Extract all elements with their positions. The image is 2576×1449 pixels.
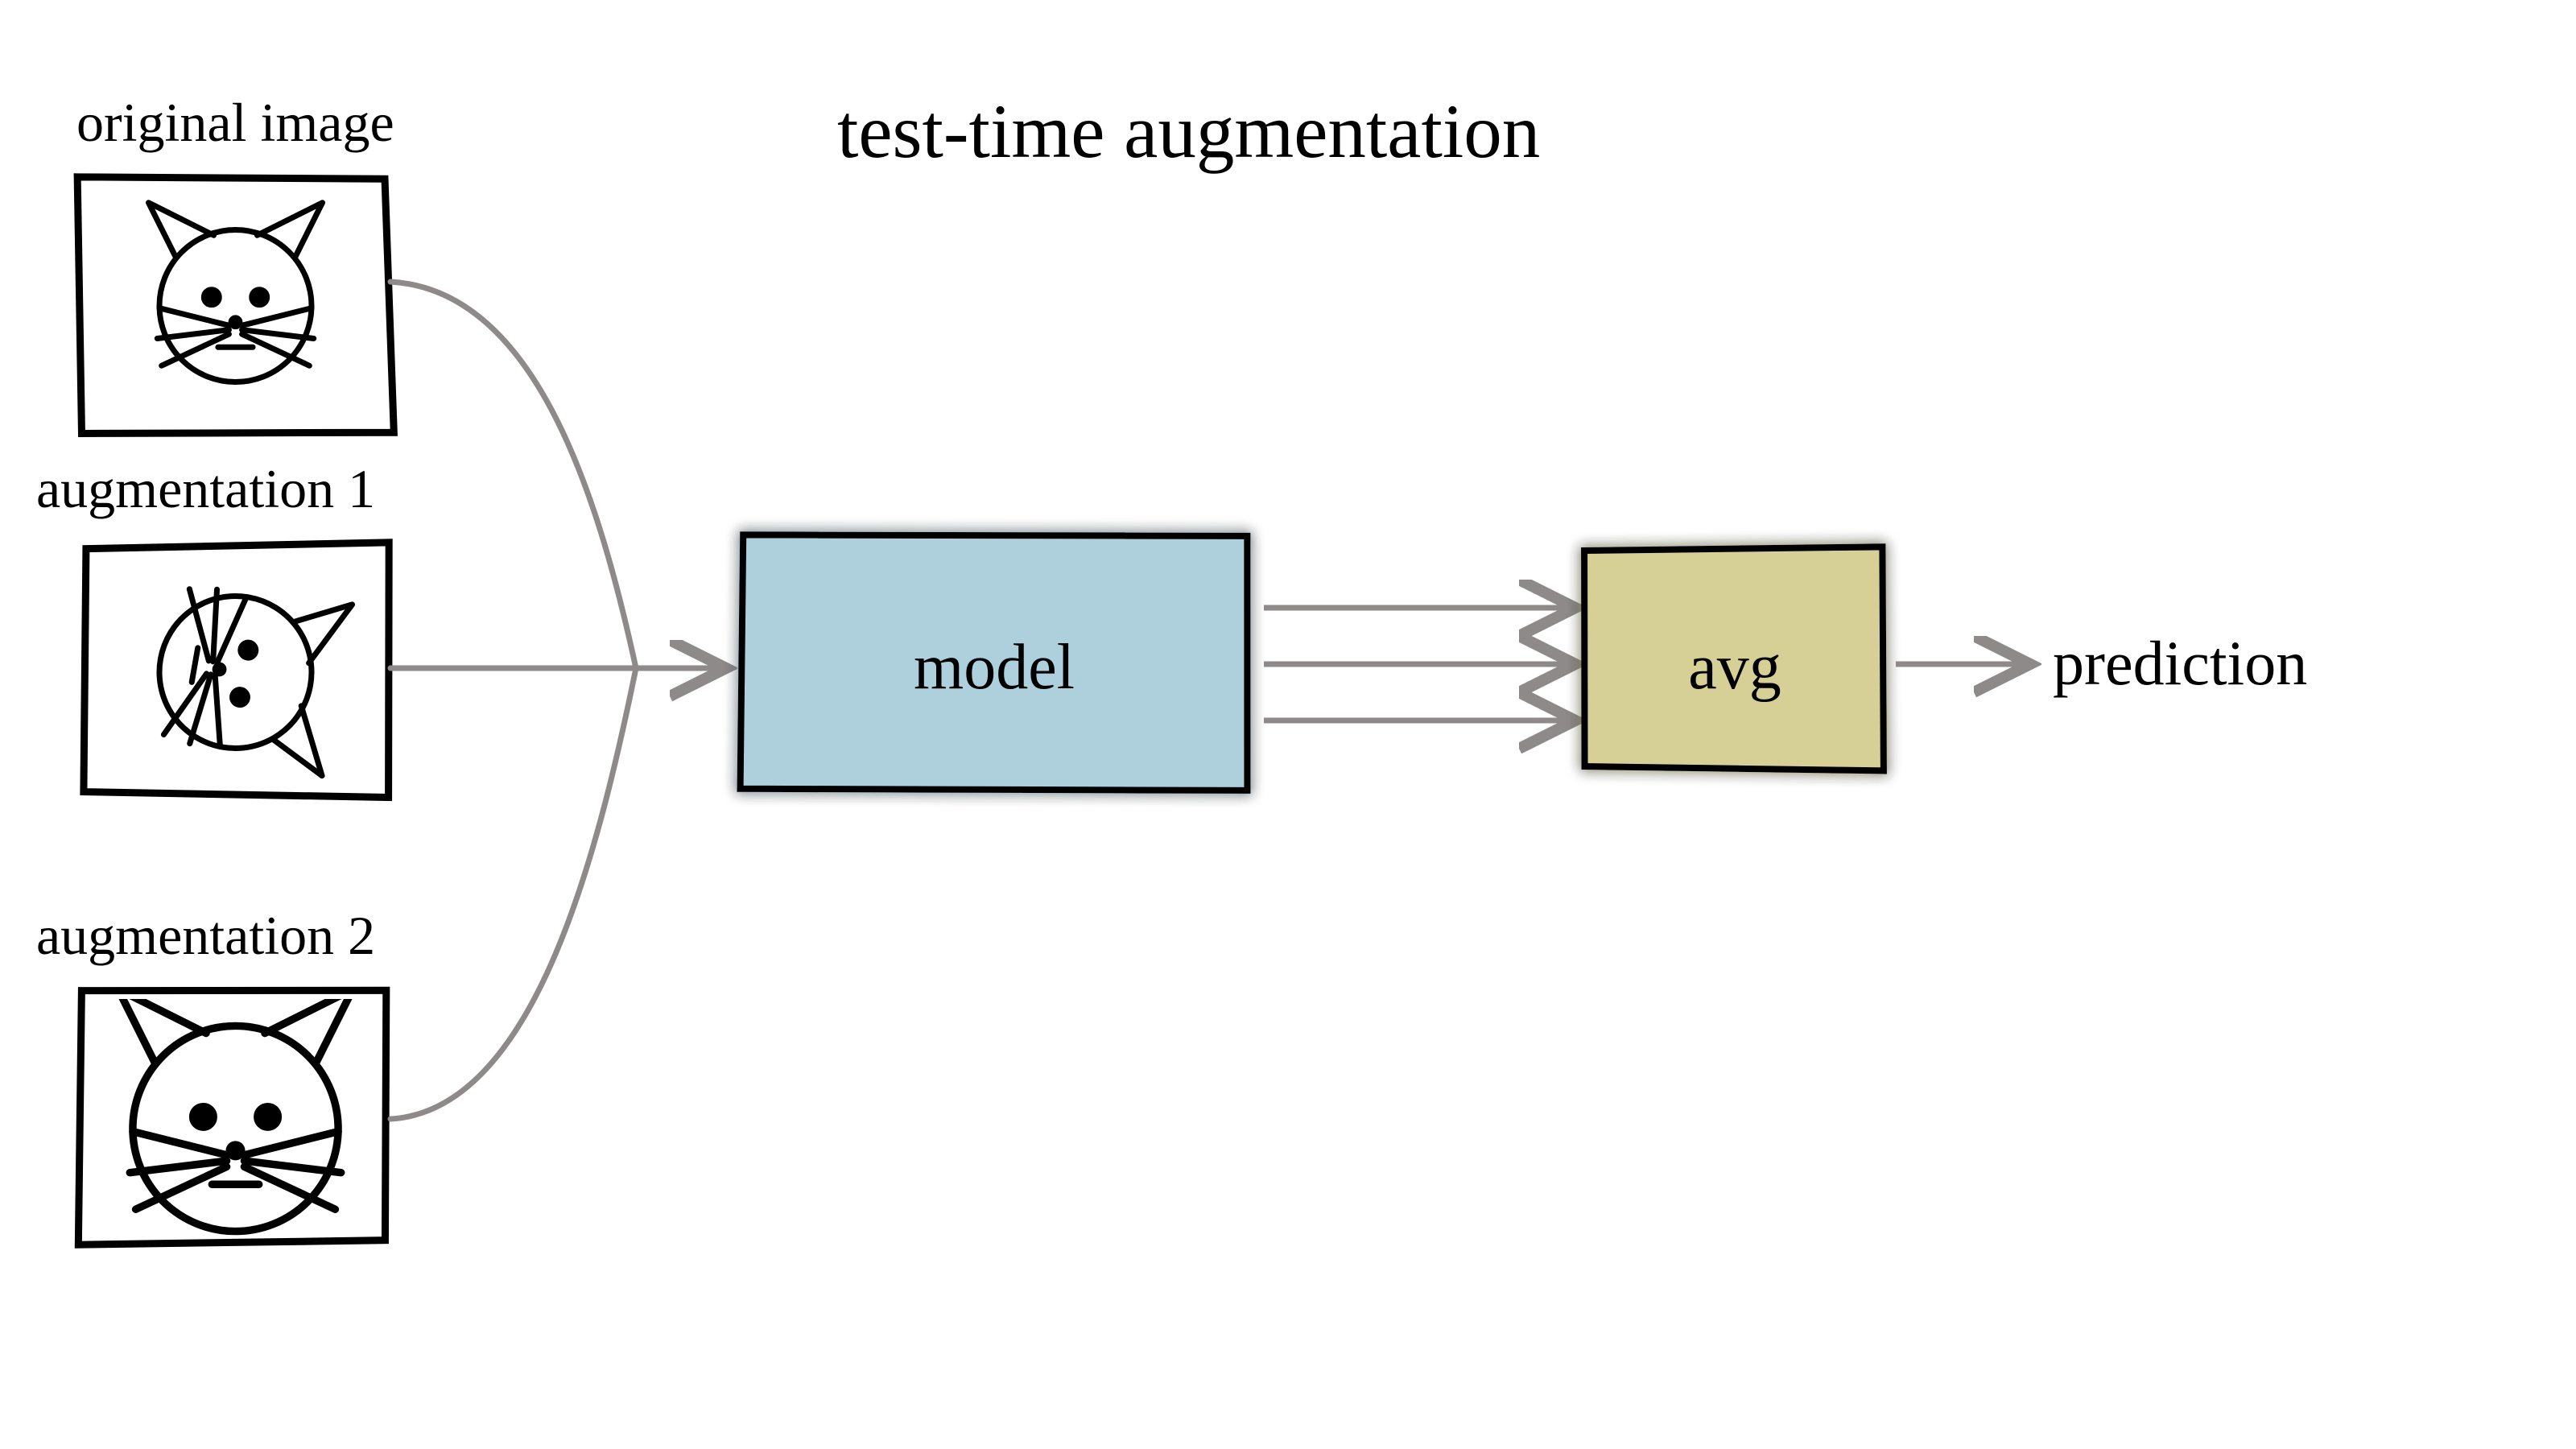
model-to-avg-arrows — [1264, 608, 1570, 720]
avg-label: avg — [1688, 632, 1781, 703]
input-image-frame — [84, 543, 389, 798]
input-image-frame — [77, 177, 394, 434]
diagram-title: test-time augmentation — [837, 89, 1540, 174]
input-arrows — [390, 282, 720, 1119]
input-label-original: original image — [76, 92, 394, 153]
model-box: model — [741, 535, 1248, 791]
input-arrow-curve — [390, 282, 636, 668]
avg-box: avg — [1584, 547, 1884, 770]
model-label: model — [914, 632, 1075, 703]
input-label-aug-2: augmentation 2 — [36, 905, 375, 966]
input-label-aug-1: augmentation 1 — [36, 458, 375, 519]
inputs-column: original image augmentation 1 augmentation… — [36, 92, 394, 1245]
input-arrow-curve — [390, 668, 636, 1119]
prediction-label: prediction — [2053, 628, 2307, 698]
